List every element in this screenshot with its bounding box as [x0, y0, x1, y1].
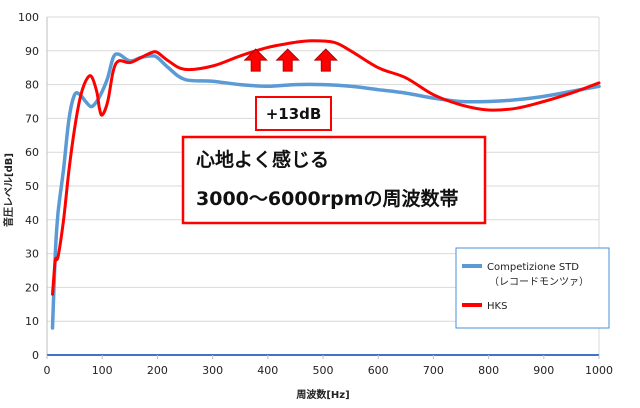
- y-axis-title: 音圧レベル[dB]: [2, 153, 15, 227]
- increase-arrows: [245, 49, 337, 71]
- legend-box: [456, 248, 609, 328]
- gain-callout-label: +13dB: [266, 105, 322, 123]
- legend-hks-label: HKS: [487, 301, 507, 312]
- x-tick-label: 800: [478, 364, 499, 377]
- x-tick-label: 1000: [585, 364, 613, 377]
- x-tick-label: 300: [202, 364, 223, 377]
- x-tick-label: 900: [533, 364, 554, 377]
- x-tick-label: 700: [423, 364, 444, 377]
- headline-callout: 心地よく感じる 3000～6000rpmの周波数帯: [183, 137, 485, 223]
- up-arrow-3: [315, 49, 337, 71]
- y-tick-label: 40: [25, 214, 39, 227]
- headline-text: 心地よく感じる: [196, 148, 329, 171]
- x-tick-label: 600: [368, 364, 389, 377]
- legend-std-sublabel: （レコードモンツァ）: [489, 276, 589, 288]
- x-tick-label: 100: [92, 364, 113, 377]
- y-tick-label: 70: [25, 112, 39, 125]
- y-tick-label: 60: [25, 146, 39, 159]
- frequency-response-chart: 01020304050607080901000 100 200 300 400 500 60…: [0, 0, 640, 408]
- y-tick-label: 0: [32, 349, 39, 362]
- x-axis-title: 周波数[Hz]: [296, 388, 349, 401]
- gain-callout: +13dB: [256, 97, 331, 130]
- up-arrow-2: [277, 49, 299, 71]
- x-tick-label: 0: [44, 364, 51, 377]
- y-tick-label: 50: [25, 180, 39, 193]
- y-tick-label: 10: [25, 315, 39, 328]
- x-tick-label: 400: [257, 364, 278, 377]
- legend: Competizione STD （レコードモンツァ） HKS: [456, 248, 609, 328]
- y-tick-label: 30: [25, 248, 39, 261]
- chart-container: 0 10 20 30 40 50 60 70 80 90 100 0 100 200 300 400 500 60…: [0, 0, 640, 408]
- x-tick-label: 200: [147, 364, 168, 377]
- y-tick-label: 90: [25, 45, 39, 58]
- y-tick-label: 100: [18, 11, 39, 24]
- headline-subtext: 3000～6000rpmの周波数帯: [196, 187, 459, 210]
- x-tick-label: 500: [313, 364, 334, 377]
- y-tick-label: 20: [25, 281, 39, 294]
- legend-std-label: Competizione STD: [487, 262, 579, 273]
- y-tick-label: 80: [25, 79, 39, 92]
